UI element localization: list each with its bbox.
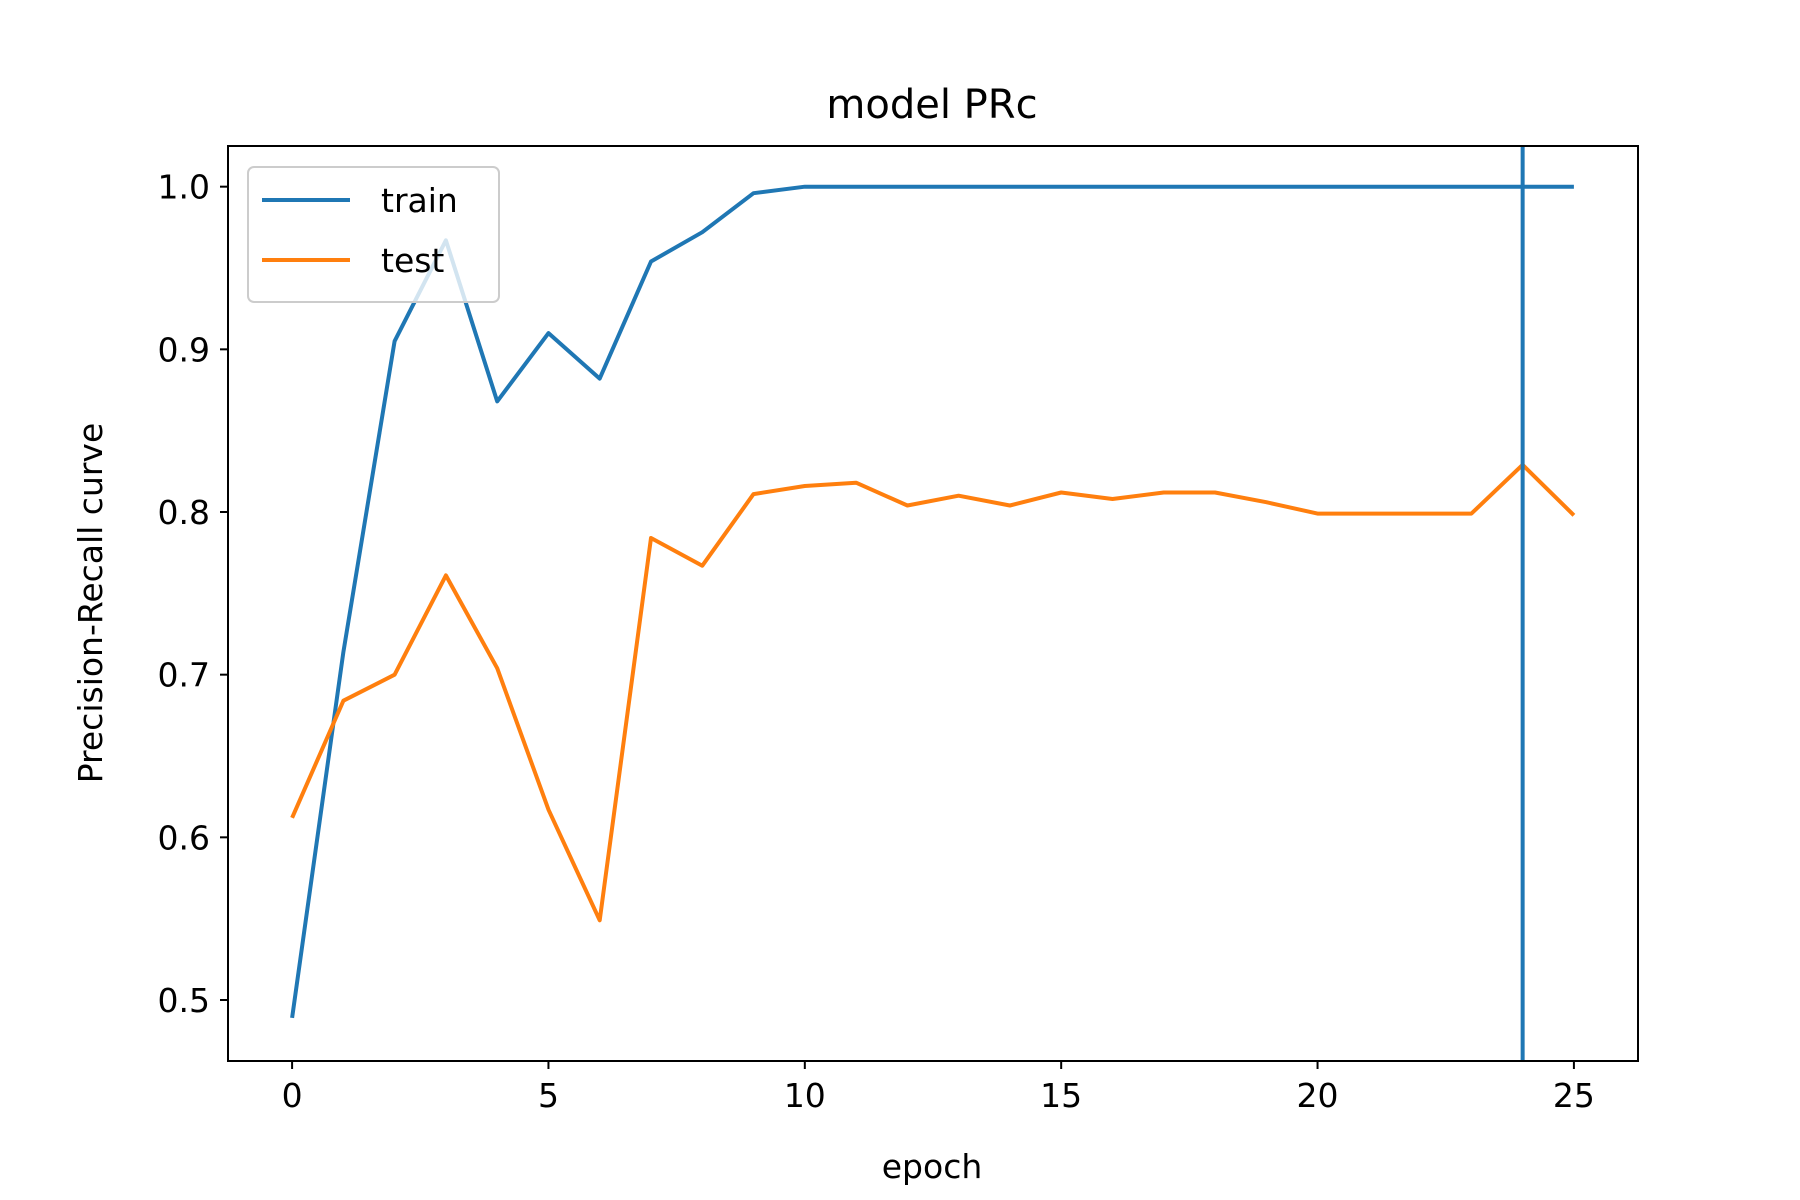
y-tick-label: 0.5	[158, 981, 210, 1020]
legend: train test	[247, 166, 500, 303]
x-tick-label: 5	[538, 1076, 559, 1115]
x-axis-label: epoch	[882, 1147, 983, 1186]
series-line-train	[290, 184, 1574, 1019]
legend-label-test: test	[381, 241, 444, 280]
legend-label-train: train	[381, 181, 458, 220]
y-tick-label: 1.0	[158, 168, 210, 207]
plot-frame	[227, 145, 1639, 1062]
x-tick-label: 25	[1553, 1076, 1595, 1115]
y-tick-label: 0.7	[158, 656, 210, 695]
y-tick-label: 0.8	[158, 493, 210, 532]
y-tick-label: 0.9	[158, 330, 210, 369]
series-line-test	[290, 462, 1576, 923]
y-axis: 0.5 0.6 0.7 0.8 0.9 1.0	[158, 168, 228, 1020]
legend-items: train test	[262, 181, 458, 280]
chart-title: model PRc	[826, 82, 1037, 128]
y-axis-label: Precision-Recall curve	[71, 423, 110, 784]
x-tick-label: 15	[1040, 1076, 1082, 1115]
legend-frame	[247, 166, 500, 303]
x-tick-label: 20	[1297, 1076, 1339, 1115]
x-axis: 0 5 10 15 20 25	[282, 1061, 1595, 1115]
series-layer	[290, 184, 1576, 1019]
x-tick-label: 0	[282, 1076, 303, 1115]
x-tick-label: 10	[784, 1076, 826, 1115]
y-tick-label: 0.6	[158, 818, 210, 857]
